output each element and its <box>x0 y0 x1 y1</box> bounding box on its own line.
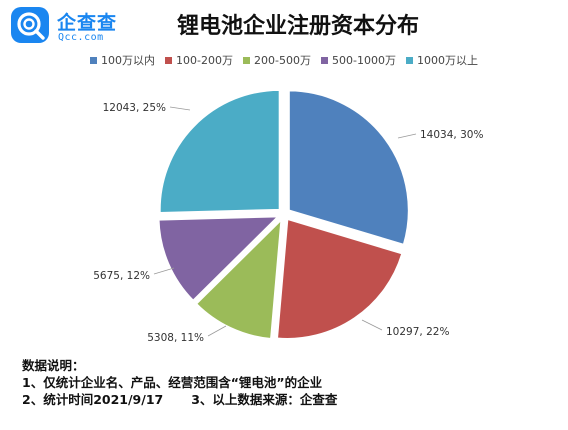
qcc-logo: 企查查 Qcc.com <box>10 6 130 46</box>
qcc-logo-icon <box>11 7 49 43</box>
legend-swatch <box>405 56 413 64</box>
data-label: 12043, 25% <box>103 102 166 114</box>
logo-name: 企查查 <box>57 12 118 34</box>
legend-label: 500-1000万 <box>331 54 396 67</box>
legend-swatch <box>243 56 251 64</box>
data-label-leader <box>169 106 191 111</box>
data-notes: 数据说明： 1、仅统计企业名、产品、经营范围含“锂电池”的企业 2、统计时间20… <box>22 357 337 408</box>
pie-slice <box>158 88 281 215</box>
data-label-leader <box>361 319 383 331</box>
data-label: 14034, 30% <box>420 129 483 141</box>
pie-slice <box>275 217 404 340</box>
logo-domain: Qcc.com <box>58 32 104 43</box>
legend-swatch <box>165 56 173 64</box>
notes-line-1: 1、仅统计企业名、产品、经营范围含“锂电池”的企业 <box>22 375 323 390</box>
legend-swatch <box>320 56 328 64</box>
notes-line-2: 2、统计时间2021/9/17 3、以上数据来源：企查查 <box>22 391 337 408</box>
legend-item: 200-500万 <box>243 52 311 68</box>
legend-item: 1000万以上 <box>405 52 478 68</box>
pie-slice <box>157 215 281 303</box>
legend-label: 200-500万 <box>254 54 311 67</box>
notes-heading: 数据说明： <box>22 358 85 373</box>
data-label-leader <box>207 325 227 337</box>
legend-item: 100万以内 <box>90 52 155 68</box>
legend-label: 100万以内 <box>101 54 156 67</box>
notes-source: 3、以上数据来源：企查查 <box>191 392 338 407</box>
legend-item: 500-1000万 <box>320 52 396 68</box>
pie-slice <box>287 89 410 247</box>
data-label: 5308, 11% <box>147 332 204 344</box>
data-label: 10297, 22% <box>386 326 449 338</box>
legend-label: 100-200万 <box>176 54 234 67</box>
legend-label: 1000万以上 <box>416 54 478 67</box>
legend-item: 100-200万 <box>165 52 233 68</box>
data-label: 5675, 12% <box>93 270 150 282</box>
data-label-leader <box>153 267 175 275</box>
chart-title: 锂电池企业注册资本分布 <box>176 14 419 39</box>
chart-legend: 100万以内 100-200万 200-500万 500-1000万 1000万… <box>0 52 568 68</box>
data-label-leader <box>397 133 417 139</box>
notes-date: 2、统计时间2021/9/17 <box>22 392 164 407</box>
legend-swatch <box>90 56 98 64</box>
pie-slice <box>194 216 283 341</box>
